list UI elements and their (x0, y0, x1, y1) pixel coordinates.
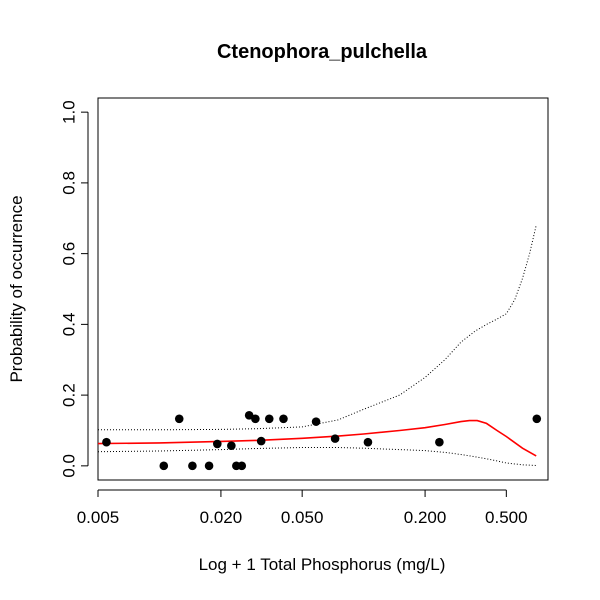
y-tick-label: 0.4 (59, 313, 78, 337)
y-axis-label: Probability of occurrence (7, 195, 26, 382)
x-tick-label: 0.005 (77, 508, 120, 527)
x-axis-label: Log + 1 Total Phosphorus (mg/L) (199, 555, 446, 574)
data-point (102, 437, 111, 447)
data-point (204, 461, 214, 471)
data-point (532, 414, 542, 424)
plot-frame (97, 97, 549, 481)
x-tick-label: 0.500 (485, 508, 528, 527)
x-tick-label: 0.050 (281, 508, 324, 527)
y-tick-label: 1.0 (59, 100, 78, 124)
data-point (244, 410, 254, 420)
points-layer (102, 410, 542, 471)
upper-confidence-line (98, 225, 537, 431)
y-tick-label: 0.6 (59, 242, 78, 266)
data-point (188, 461, 197, 471)
data-point (264, 414, 274, 424)
data-point (251, 414, 260, 424)
data-point (435, 437, 444, 447)
y-tick-label: 0.0 (59, 454, 78, 478)
x-tick-label: 0.020 (200, 508, 243, 527)
chart-title: Ctenophora_pulchella (217, 41, 428, 63)
x-axis: 0.005 0.020 0.050 0.200 0.500 (77, 489, 528, 527)
data-point (159, 461, 169, 471)
data-point (311, 417, 321, 426)
data-point (212, 439, 222, 449)
data-point (256, 436, 266, 446)
series-layer (97, 225, 537, 466)
data-point (227, 441, 236, 450)
data-point (279, 414, 288, 424)
x-tick-label: 0.200 (404, 508, 447, 527)
lower-confidence-line (97, 447, 537, 466)
fit-line (97, 419, 537, 457)
data-point (237, 461, 247, 471)
data-point (363, 437, 373, 447)
data-point (174, 414, 184, 424)
y-tick-label: 0.8 (59, 171, 78, 195)
data-point (330, 434, 340, 443)
y-tick-label: 0.2 (59, 383, 78, 407)
y-axis: 0.0 0.2 0.4 0.6 0.8 1.0 (59, 100, 89, 478)
